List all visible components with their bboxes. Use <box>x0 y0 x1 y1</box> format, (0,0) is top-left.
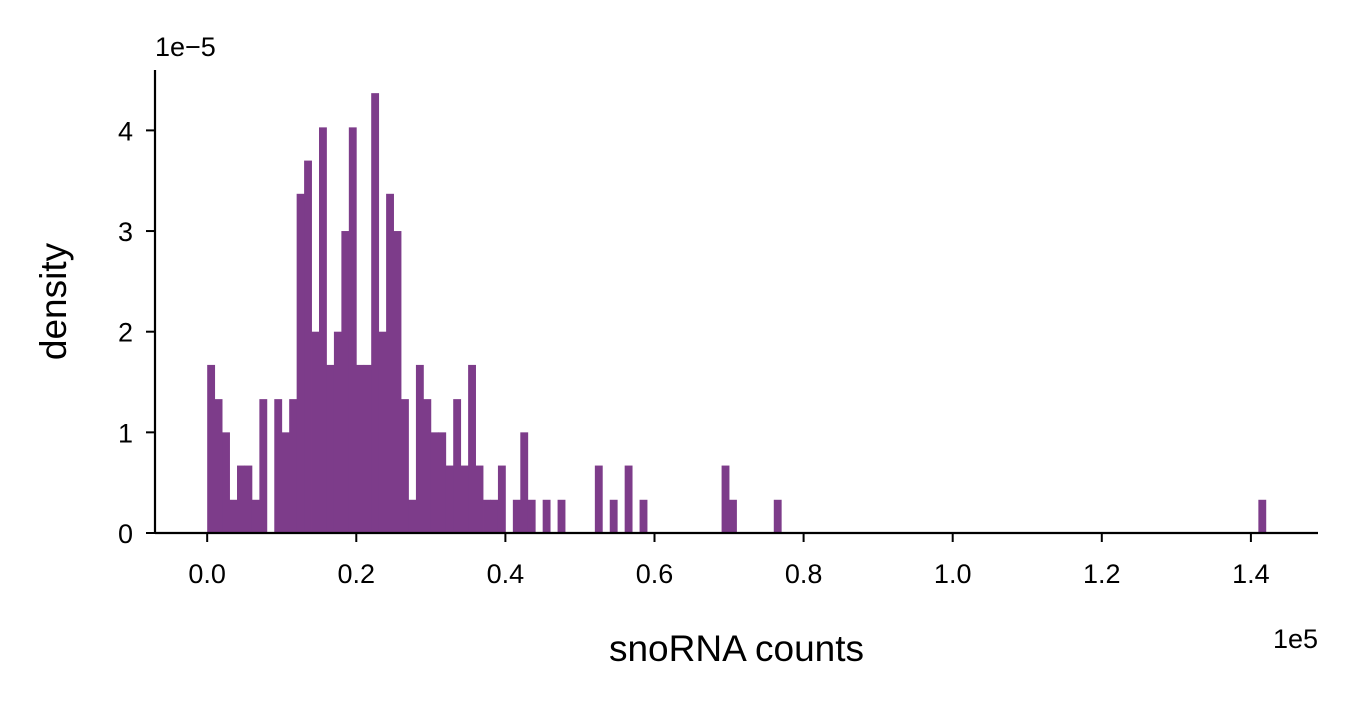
histogram-bar <box>237 465 245 533</box>
x-axis: 0.0 0.2 0.4 0.6 0.8 1.0 1.2 1.4 <box>155 531 1318 589</box>
histogram-bar <box>445 465 454 533</box>
y-axis-title: density <box>33 242 74 360</box>
y-tick-label: 2 <box>118 318 133 348</box>
histogram-bar <box>214 399 223 533</box>
x-tick-label: 0.2 <box>338 559 376 589</box>
histogram-bar <box>415 364 424 533</box>
histogram-bar <box>333 331 342 533</box>
bars-group <box>207 93 1267 534</box>
histogram-bar <box>363 364 372 533</box>
histogram-bar <box>289 399 298 533</box>
histogram-bar <box>251 499 260 533</box>
histogram-bar <box>527 499 536 533</box>
histogram-bar <box>326 364 335 533</box>
histogram-bar <box>348 127 357 534</box>
histogram-bar <box>773 499 782 533</box>
histogram-bar <box>222 432 230 533</box>
histogram-bar <box>468 364 476 533</box>
histogram-bar <box>542 499 551 533</box>
histogram-bar <box>721 465 730 533</box>
histogram-bar <box>296 193 305 534</box>
histogram-bar <box>497 465 506 533</box>
x-tick-label: 1.4 <box>1232 559 1270 589</box>
histogram-bar <box>520 432 529 533</box>
histogram-bar <box>483 499 491 533</box>
histogram-bar <box>401 399 409 533</box>
histogram-bar <box>229 499 238 533</box>
histogram-bar <box>341 231 350 534</box>
histogram-bar <box>557 499 566 533</box>
histogram-bar <box>423 399 432 533</box>
histogram-bar <box>244 465 253 533</box>
histogram-bar <box>207 364 216 533</box>
x-tick-label: 0.0 <box>188 559 226 589</box>
histogram-bar <box>639 499 648 533</box>
y-offset-label: 1e−5 <box>155 32 216 62</box>
x-tick-label: 0.8 <box>785 559 823 589</box>
histogram-bar <box>281 432 290 533</box>
histogram-bar <box>475 465 484 533</box>
y-tick-label: 4 <box>118 116 133 146</box>
histogram-bar <box>729 499 737 533</box>
histogram-bar <box>1258 499 1267 533</box>
histogram-bar <box>438 432 447 533</box>
x-offset-label: 1e5 <box>1273 624 1318 654</box>
histogram-bar <box>624 465 633 533</box>
x-tick-label: 1.0 <box>934 559 972 589</box>
histogram-bar <box>594 465 603 533</box>
histogram-bar <box>460 465 469 533</box>
x-tick-label: 0.6 <box>636 559 674 589</box>
histogram-bar <box>386 193 394 534</box>
histogram-bar <box>430 432 439 533</box>
histogram-bar <box>453 399 462 533</box>
histogram-bar <box>378 331 387 533</box>
histogram-bar <box>609 499 618 533</box>
x-tick-label: 1.2 <box>1083 559 1121 589</box>
histogram-bar <box>371 93 380 534</box>
histogram-bar <box>393 231 402 534</box>
y-tick-label: 3 <box>118 217 133 247</box>
y-axis: 0 1 2 3 4 <box>118 70 157 549</box>
histogram-bar <box>319 127 327 534</box>
histogram-bar <box>311 331 320 533</box>
histogram-bar <box>408 499 417 533</box>
histogram-bar <box>356 364 365 533</box>
histogram-bar <box>490 499 499 533</box>
histogram-bar <box>512 499 521 533</box>
x-axis-title: snoRNA counts <box>609 628 864 669</box>
y-tick-label: 1 <box>118 418 133 448</box>
x-tick-label: 0.4 <box>487 559 525 589</box>
histogram-bar <box>259 399 268 533</box>
histogram-bar <box>274 399 283 533</box>
histogram-bar <box>304 160 312 533</box>
y-tick-label: 0 <box>118 519 133 549</box>
